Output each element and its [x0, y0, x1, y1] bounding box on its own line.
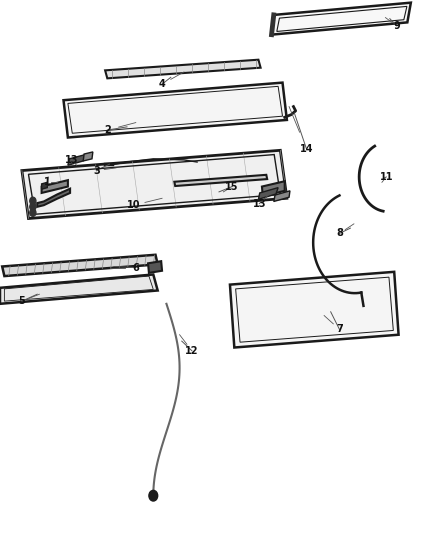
Text: 11: 11 [380, 172, 393, 182]
Polygon shape [148, 261, 162, 273]
Polygon shape [230, 272, 399, 348]
Polygon shape [105, 60, 261, 78]
Polygon shape [258, 188, 278, 199]
Circle shape [30, 203, 36, 211]
Circle shape [30, 209, 36, 216]
Polygon shape [22, 150, 287, 219]
Text: 5: 5 [18, 296, 25, 306]
Polygon shape [83, 152, 93, 161]
Polygon shape [2, 255, 158, 276]
Text: 12: 12 [185, 346, 198, 356]
Text: 14: 14 [300, 144, 313, 154]
Text: 4: 4 [159, 79, 166, 89]
Text: 13: 13 [65, 155, 78, 165]
Polygon shape [64, 83, 287, 138]
Text: 8: 8 [336, 229, 343, 238]
Text: 6: 6 [132, 263, 139, 272]
Polygon shape [42, 182, 47, 189]
Polygon shape [262, 181, 285, 196]
Text: 15: 15 [226, 182, 239, 191]
Text: 3: 3 [93, 166, 100, 175]
Circle shape [30, 197, 36, 205]
Polygon shape [274, 191, 290, 201]
Text: 7: 7 [336, 325, 343, 334]
Polygon shape [68, 155, 85, 165]
Text: 10: 10 [127, 200, 140, 210]
Polygon shape [174, 175, 267, 186]
Text: 13: 13 [253, 199, 266, 208]
Circle shape [149, 490, 158, 501]
Polygon shape [37, 189, 70, 207]
Text: 2: 2 [104, 125, 111, 135]
Text: 1: 1 [44, 177, 51, 187]
Polygon shape [272, 3, 411, 35]
Text: 9: 9 [393, 21, 400, 30]
Polygon shape [0, 274, 158, 304]
Polygon shape [42, 180, 68, 193]
